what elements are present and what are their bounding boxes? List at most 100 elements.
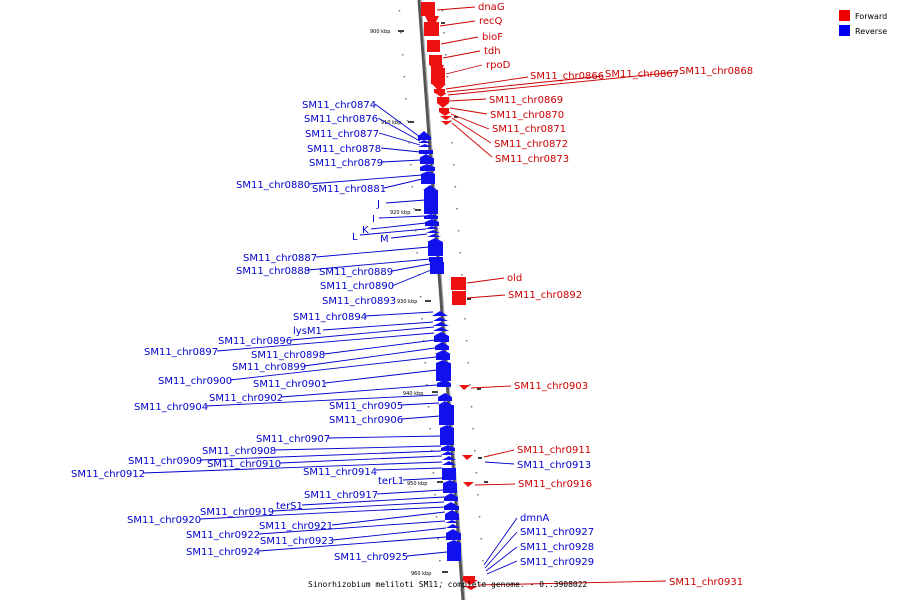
scale-dot xyxy=(406,120,409,122)
label-chr0904: SM11_chr0904 xyxy=(134,402,208,413)
scale-dot xyxy=(403,76,406,78)
label-I: I xyxy=(372,214,375,225)
label-terL1: terL1 xyxy=(378,476,404,487)
scale-dot xyxy=(457,230,460,232)
label-chr0874: SM11_chr0874 xyxy=(302,100,376,111)
label-chr0906: SM11_chr0906 xyxy=(329,415,403,426)
scale-dot xyxy=(451,142,453,144)
scale-dot xyxy=(446,76,449,78)
gene-chr0869 xyxy=(437,97,449,103)
scale-dot xyxy=(439,560,441,562)
scale-dot xyxy=(449,120,452,122)
legend-reverse-label: Reverse xyxy=(855,27,887,36)
label-rpoD: rpoD xyxy=(486,60,511,71)
legend-reverse-swatch xyxy=(839,25,850,36)
label-terS1: terS1 xyxy=(276,501,303,512)
scale-dot xyxy=(440,582,443,584)
label-chr0923: SM11_chr0923 xyxy=(260,536,334,547)
label-chr0920: SM11_chr0920 xyxy=(127,515,201,526)
gene-chr0931 xyxy=(463,576,475,580)
label-chr0873: SM11_chr0873 xyxy=(495,154,569,165)
scale-dot xyxy=(398,10,401,12)
label-chr0899: SM11_chr0899 xyxy=(232,362,306,373)
scale-dot xyxy=(410,164,412,166)
label-chr0922: SM11_chr0922 xyxy=(186,530,260,541)
scale-dot xyxy=(434,494,436,496)
scale-dot xyxy=(474,450,476,452)
label-chr0909: SM11_chr0909 xyxy=(128,456,202,467)
scale-dot xyxy=(441,10,444,12)
scale-dot xyxy=(419,296,422,298)
label-recQ: recQ xyxy=(479,16,503,27)
label-chr0896: SM11_chr0896 xyxy=(218,336,292,347)
label-chr0913: SM11_chr0913 xyxy=(517,460,591,471)
scale-dot xyxy=(469,384,471,386)
label-chr0870: SM11_chr0870 xyxy=(490,110,564,121)
gene-rpoD xyxy=(431,68,445,84)
label-chr0919: SM11_chr0919 xyxy=(200,507,274,518)
label-chr0879: SM11_chr0879 xyxy=(309,158,383,169)
label-chr0912: SM11_chr0912 xyxy=(71,469,145,480)
legend: Forward Reverse xyxy=(839,10,887,36)
label-L: L xyxy=(352,232,358,243)
legend-forward-swatch xyxy=(839,10,850,21)
label-chr0868: SM11_chr0868 xyxy=(679,66,753,77)
label-chr0910: SM11_chr0910 xyxy=(207,459,281,470)
gene-dnaG xyxy=(421,2,435,16)
label-chr0928: SM11_chr0928 xyxy=(520,542,594,553)
label-chr0876: SM11_chr0876 xyxy=(304,114,378,125)
scale-dot xyxy=(454,186,457,188)
scale-dot xyxy=(422,340,425,342)
label-chr0892: SM11_chr0892 xyxy=(508,290,582,301)
scale-dot xyxy=(416,252,418,254)
scale-dot xyxy=(432,472,435,474)
label-chr0894: SM11_chr0894 xyxy=(293,312,367,323)
label-chr0878: SM11_chr0878 xyxy=(307,144,381,155)
scale-dot xyxy=(402,54,404,56)
scale-dot xyxy=(408,142,410,144)
scale-dot xyxy=(465,340,468,342)
scale-dot xyxy=(480,538,482,540)
gene-bioF xyxy=(427,40,440,52)
label-chr0887: SM11_chr0887 xyxy=(243,253,317,264)
scale-dot xyxy=(400,32,402,34)
label-chr0889: SM11_chr0889 xyxy=(319,267,393,278)
scale-dot xyxy=(435,516,438,518)
label-chr0903: SM11_chr0903 xyxy=(514,381,588,392)
label-chr0908: SM11_chr0908 xyxy=(202,446,276,457)
scale-dot xyxy=(464,318,466,320)
scale-dot xyxy=(443,32,445,34)
gene-chr0866 xyxy=(434,89,445,93)
scale-dot xyxy=(427,406,430,408)
scale-dot xyxy=(431,450,433,452)
forward-genes xyxy=(421,2,478,590)
label-chr0927: SM11_chr0927 xyxy=(520,527,594,538)
label-chr0881: SM11_chr0881 xyxy=(312,184,386,195)
label-chr0888: SM11_chr0888 xyxy=(236,266,310,277)
scale-dot xyxy=(426,384,428,386)
label-chr0917: SM11_chr0917 xyxy=(304,490,378,501)
label-old: old xyxy=(507,273,522,284)
scale-dot xyxy=(453,164,455,166)
scale-dot xyxy=(472,428,474,430)
forward-labels: dnaG recQ bioF tdh rpoD SM11_chr0866 SM1… xyxy=(436,2,753,588)
scale-dot xyxy=(437,538,439,540)
scale-dot xyxy=(470,406,473,408)
gene-chr0870 xyxy=(439,108,449,112)
label-chr0911: SM11_chr0911 xyxy=(517,445,591,456)
label-chr0924: SM11_chr0924 xyxy=(186,547,260,558)
label-chr0898: SM11_chr0898 xyxy=(251,350,325,361)
label-chr0929: SM11_chr0929 xyxy=(520,557,594,568)
label-chr0907: SM11_chr0907 xyxy=(256,434,330,445)
scale-dot xyxy=(424,362,426,364)
label-K: K xyxy=(362,225,369,236)
scale-dot xyxy=(429,428,431,430)
scale-dot xyxy=(411,186,414,188)
scale-dot xyxy=(483,582,486,584)
scale-dot xyxy=(414,230,417,232)
scale-dot xyxy=(405,98,407,100)
scale-ticks: 900 kbp 910 kbp 920 kbp 930 kbp 940 kbp … xyxy=(370,22,488,577)
label-chr0916: SM11_chr0916 xyxy=(518,479,592,490)
reverse-labels: SM11_chr0874 SM11_chr0876 SM11_chr0877 S… xyxy=(71,100,594,575)
scale-dot xyxy=(478,516,481,518)
